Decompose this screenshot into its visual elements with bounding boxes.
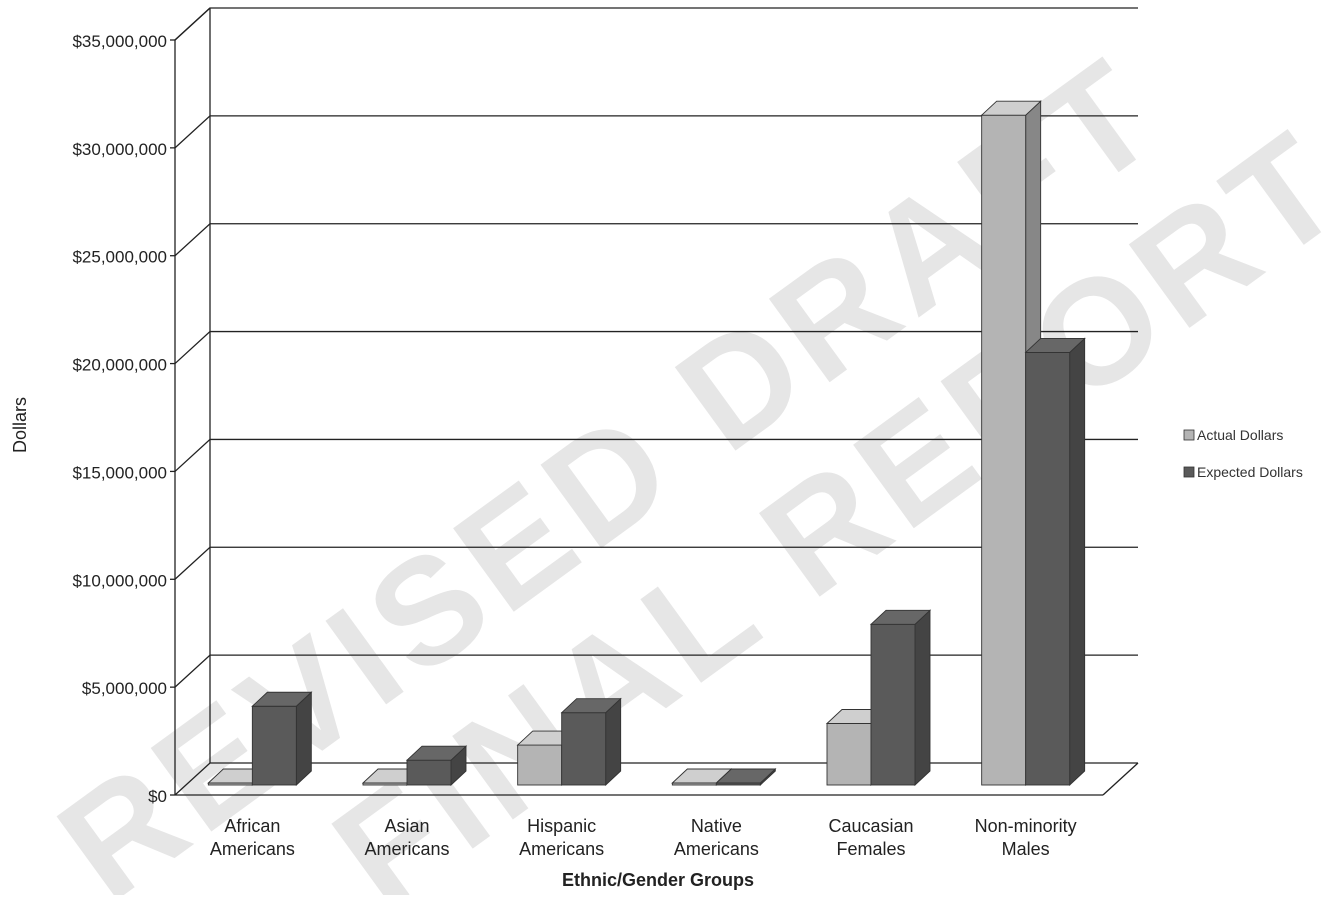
x-tick-label: Caucasian Females <box>828 816 913 859</box>
bar-top <box>980 100 1042 116</box>
y-tick-label: $30,000,000 <box>72 140 167 159</box>
bar-front <box>981 114 1027 786</box>
x-tick-label: Native Americans <box>674 816 759 859</box>
bar-side <box>605 697 622 787</box>
bar-side <box>295 691 312 787</box>
y-tick-label: $25,000,000 <box>72 248 167 267</box>
x-axis-title: Ethnic/Gender Groups <box>562 870 754 890</box>
y-tick-label: $10,000,000 <box>72 571 167 590</box>
bar <box>251 691 313 787</box>
legend-label: Actual Dollars <box>1197 427 1283 443</box>
legend-label: Expected Dollars <box>1197 464 1303 480</box>
x-tick-label-line: Females <box>836 839 905 859</box>
bar-front <box>251 705 297 786</box>
y-tick-label: $5,000,000 <box>82 679 167 698</box>
x-tick-label: Hispanic Americans <box>519 816 604 859</box>
bar-side <box>914 609 931 787</box>
x-tick-label-line: Americans <box>519 839 604 859</box>
x-tick-label: Asian Americans <box>364 816 449 859</box>
bar-top <box>715 768 777 784</box>
gridline <box>174 438 1138 472</box>
bar-front <box>561 712 607 786</box>
bar-top <box>405 745 468 761</box>
y-tick-label: $20,000,000 <box>72 356 167 375</box>
x-tick-label-line: Americans <box>674 839 759 859</box>
plot-frame <box>174 7 1139 796</box>
bar <box>1024 337 1086 787</box>
bar-front <box>870 623 916 786</box>
gridline <box>174 546 1138 580</box>
x-tick-label-line: Asian <box>384 816 429 836</box>
bar <box>560 697 622 787</box>
bar-side <box>1069 337 1086 787</box>
bar-front <box>406 759 452 786</box>
bar-top <box>869 609 932 625</box>
x-tick-label: Non-minority Males <box>975 816 1077 859</box>
gridline <box>174 7 1138 41</box>
x-tick-label-line: Non-minority <box>975 816 1077 836</box>
x-tick-label-line: Americans <box>210 839 295 859</box>
bar-front <box>517 744 563 786</box>
x-tick-label-line: Males <box>1002 839 1050 859</box>
bar <box>715 767 777 787</box>
legend-swatch <box>1183 466 1195 478</box>
y-tick-label: $35,000,000 <box>72 32 167 51</box>
bar-top <box>251 691 313 707</box>
gridline <box>174 330 1138 365</box>
legend-swatch <box>1183 429 1195 441</box>
bar <box>405 745 468 787</box>
gridlines <box>170 7 1138 796</box>
bar-front <box>1025 352 1071 786</box>
y-tick-label: $15,000,000 <box>72 463 167 482</box>
x-tick-label-line: Hispanic <box>527 816 596 836</box>
x-tick-label-line: Native <box>691 816 742 836</box>
bar-front <box>826 723 872 786</box>
bars <box>207 100 1086 787</box>
floor-right-edge <box>1102 762 1139 796</box>
gridline <box>174 115 1138 149</box>
legend: Actual Dollars Expected Dollars <box>1183 427 1303 480</box>
bar-top <box>560 698 622 714</box>
y-axis-title: Dollars <box>10 397 30 453</box>
x-tick-label-line: Americans <box>364 839 449 859</box>
y-tick-label: $0 <box>148 787 167 806</box>
bar-top <box>1024 338 1086 353</box>
bar <box>869 609 932 787</box>
gridline <box>174 654 1138 688</box>
gridline <box>174 223 1138 257</box>
x-tick-label-line: African <box>224 816 280 836</box>
x-tick-label: African Americans <box>210 816 295 859</box>
x-tick-label-line: Caucasian <box>828 816 913 836</box>
